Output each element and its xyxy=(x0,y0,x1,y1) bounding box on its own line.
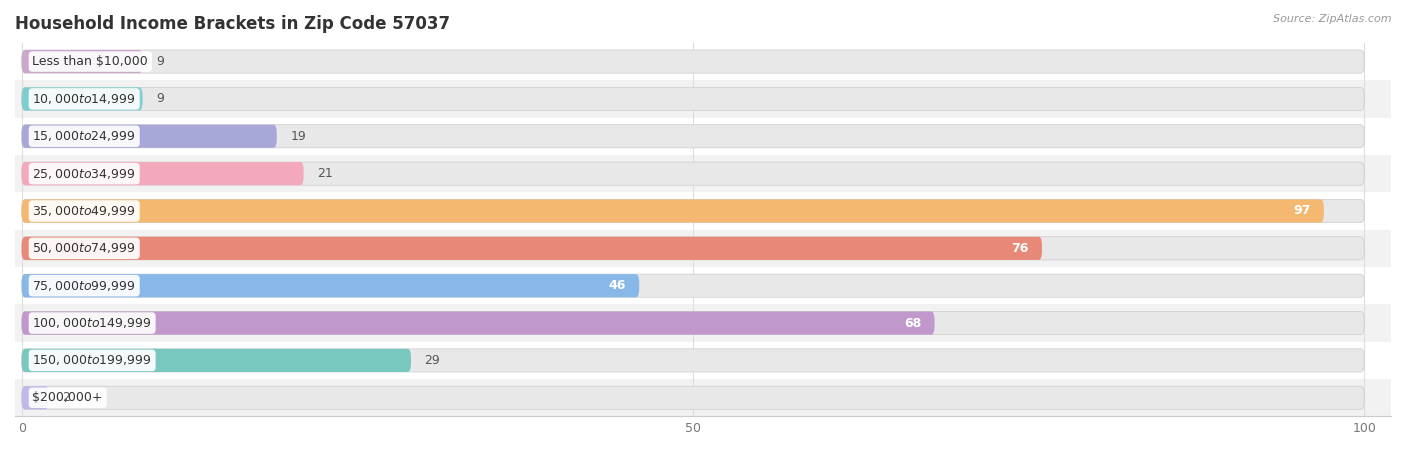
Text: $10,000 to $14,999: $10,000 to $14,999 xyxy=(32,92,136,106)
FancyBboxPatch shape xyxy=(21,87,1364,111)
FancyBboxPatch shape xyxy=(21,50,1364,73)
Bar xyxy=(15,155,1391,192)
FancyBboxPatch shape xyxy=(21,162,1364,185)
Bar xyxy=(15,80,1391,117)
Text: $35,000 to $49,999: $35,000 to $49,999 xyxy=(32,204,136,218)
Text: Less than $10,000: Less than $10,000 xyxy=(32,55,148,68)
Text: Source: ZipAtlas.com: Source: ZipAtlas.com xyxy=(1274,14,1392,23)
FancyBboxPatch shape xyxy=(21,125,277,148)
FancyBboxPatch shape xyxy=(21,199,1324,223)
Text: $100,000 to $149,999: $100,000 to $149,999 xyxy=(32,316,152,330)
FancyBboxPatch shape xyxy=(21,311,935,335)
FancyBboxPatch shape xyxy=(21,349,1364,372)
Text: $25,000 to $34,999: $25,000 to $34,999 xyxy=(32,166,136,180)
FancyBboxPatch shape xyxy=(21,274,640,297)
FancyBboxPatch shape xyxy=(21,162,304,185)
Text: 9: 9 xyxy=(156,92,165,105)
Bar xyxy=(15,192,1391,230)
Text: 9: 9 xyxy=(156,55,165,68)
FancyBboxPatch shape xyxy=(21,386,49,410)
FancyBboxPatch shape xyxy=(21,50,142,73)
FancyBboxPatch shape xyxy=(21,199,1364,223)
Text: $200,000+: $200,000+ xyxy=(32,391,103,404)
Bar xyxy=(15,267,1391,304)
Text: 19: 19 xyxy=(290,130,307,143)
Bar xyxy=(15,304,1391,342)
Bar xyxy=(15,342,1391,379)
FancyBboxPatch shape xyxy=(21,125,1364,148)
Text: $50,000 to $74,999: $50,000 to $74,999 xyxy=(32,241,136,255)
Text: 76: 76 xyxy=(1011,242,1029,255)
Text: 97: 97 xyxy=(1294,204,1310,217)
Text: 2: 2 xyxy=(62,391,70,404)
Text: Household Income Brackets in Zip Code 57037: Household Income Brackets in Zip Code 57… xyxy=(15,15,450,33)
FancyBboxPatch shape xyxy=(21,274,1364,297)
Text: $15,000 to $24,999: $15,000 to $24,999 xyxy=(32,129,136,143)
FancyBboxPatch shape xyxy=(21,349,411,372)
Text: 46: 46 xyxy=(609,279,626,292)
FancyBboxPatch shape xyxy=(21,311,1364,335)
Bar xyxy=(15,379,1391,416)
FancyBboxPatch shape xyxy=(21,386,1364,410)
Text: $75,000 to $99,999: $75,000 to $99,999 xyxy=(32,279,136,292)
FancyBboxPatch shape xyxy=(21,87,142,111)
Text: 21: 21 xyxy=(316,167,333,180)
Text: $150,000 to $199,999: $150,000 to $199,999 xyxy=(32,353,152,367)
Text: 29: 29 xyxy=(425,354,440,367)
FancyBboxPatch shape xyxy=(21,237,1042,260)
Bar xyxy=(15,117,1391,155)
Bar xyxy=(15,230,1391,267)
Text: 68: 68 xyxy=(904,316,921,329)
FancyBboxPatch shape xyxy=(21,237,1364,260)
Bar xyxy=(15,43,1391,80)
